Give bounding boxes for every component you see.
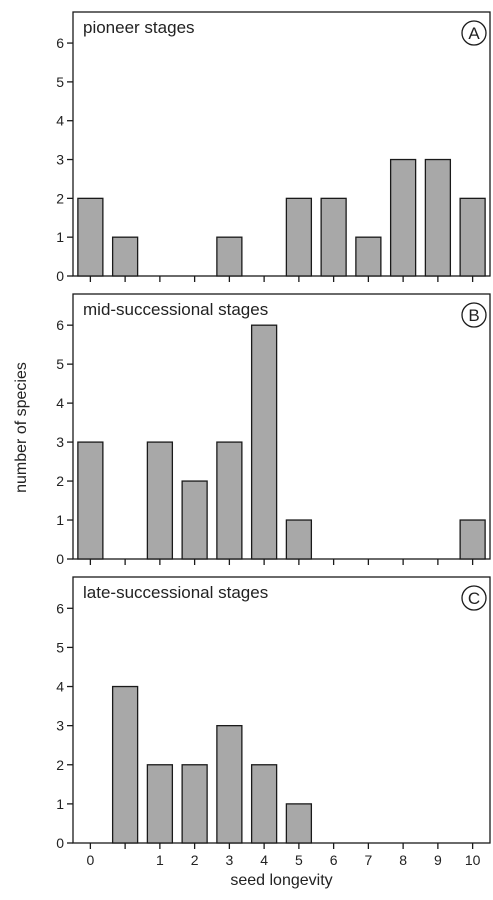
y-tick-label: 1	[56, 229, 64, 245]
bar-b-3	[181, 480, 208, 560]
bar-a-10	[424, 158, 452, 277]
bar-b-2	[146, 441, 174, 560]
y-tick-label: 0	[56, 551, 64, 567]
y-tick-label: 0	[56, 268, 64, 284]
x-tick-label: 2	[191, 852, 199, 868]
y-tick-label: 2	[56, 190, 64, 206]
y-tick-label: 0	[56, 835, 64, 851]
panel-frame	[72, 11, 491, 277]
y-tick-label: 1	[56, 796, 64, 812]
panel-b: 0 1 2 3 4 5 6 mid-successional stages B	[56, 293, 491, 567]
bar-b-4	[216, 441, 243, 560]
x-tick-label: 1	[156, 852, 164, 868]
y-axis-title: number of species	[13, 362, 30, 493]
x-axis-labels: 0 1 2 3 4 5 6 7 8 9 10	[86, 852, 480, 868]
bar-a-6	[285, 197, 313, 277]
bar-a-7	[320, 197, 347, 277]
bar-b-6	[285, 519, 313, 560]
bar-c-1	[111, 685, 139, 844]
panel-letter-circle	[461, 20, 487, 46]
panel-letter-circle	[461, 585, 487, 611]
x-tick-label: 3	[225, 852, 233, 868]
bar-c-6	[285, 803, 313, 844]
x-tick-label: 8	[399, 852, 407, 868]
panel-frame	[72, 293, 491, 560]
panel-frame	[72, 576, 491, 844]
y-tick-label: 2	[56, 757, 64, 773]
y-tick-label: 6	[56, 317, 64, 333]
bar-b-0	[77, 441, 104, 560]
y-tick-label: 4	[56, 395, 64, 411]
y-tick-label: 6	[56, 35, 64, 51]
bar-a-1	[111, 236, 139, 277]
y-tick-label: 5	[56, 639, 64, 655]
bar-a-8	[355, 236, 382, 277]
bar-c-4	[216, 724, 243, 844]
bar-a-11	[459, 197, 486, 277]
x-tick-label: 0	[86, 852, 94, 868]
bar-c-3	[181, 764, 208, 844]
y-tick-label: 6	[56, 600, 64, 616]
x-tick-label: 7	[364, 852, 372, 868]
panel-letter-circle	[461, 302, 487, 328]
panel-title: pioneer stages	[83, 18, 195, 37]
panel-title: mid-successional stages	[83, 300, 268, 319]
bar-b-5	[250, 324, 278, 560]
y-tick-label: 5	[56, 356, 64, 372]
panel-title: late-successional stages	[83, 583, 268, 602]
x-tick-label: 9	[434, 852, 442, 868]
y-tick-label: 2	[56, 473, 64, 489]
panel-letter: A	[468, 24, 480, 43]
x-tick-label: 10	[465, 852, 481, 868]
bar-a-9	[389, 158, 417, 277]
y-tick-label: 3	[56, 434, 64, 450]
panel-letter: C	[468, 589, 480, 608]
bar-c-2	[146, 764, 174, 844]
chart-panels: 0 1 2 3 4 5 6 pioneer stages A 0 1 2 3 4 5 6 mid-success…	[56, 11, 491, 851]
bar-a-0	[77, 197, 104, 277]
x-axis-title: seed longevity	[230, 872, 332, 889]
y-tick-label: 1	[56, 512, 64, 528]
x-tick-label: 6	[330, 852, 338, 868]
panel-c: 0 1 2 3 4 5 6 late-successional stages C	[56, 576, 491, 851]
x-tick-label: 4	[260, 852, 268, 868]
y-tick-label: 4	[56, 113, 64, 129]
x-tick-label: 5	[295, 852, 303, 868]
y-tick-label: 5	[56, 74, 64, 90]
panel-a: 0 1 2 3 4 5 6 pioneer stages A	[56, 11, 491, 284]
panel-letter: B	[468, 306, 479, 325]
bar-c-5	[250, 764, 278, 844]
y-tick-label: 4	[56, 679, 64, 695]
bar-a-4	[216, 236, 243, 277]
bar-b-11	[459, 519, 486, 560]
y-tick-label: 3	[56, 718, 64, 734]
y-tick-label: 3	[56, 152, 64, 168]
